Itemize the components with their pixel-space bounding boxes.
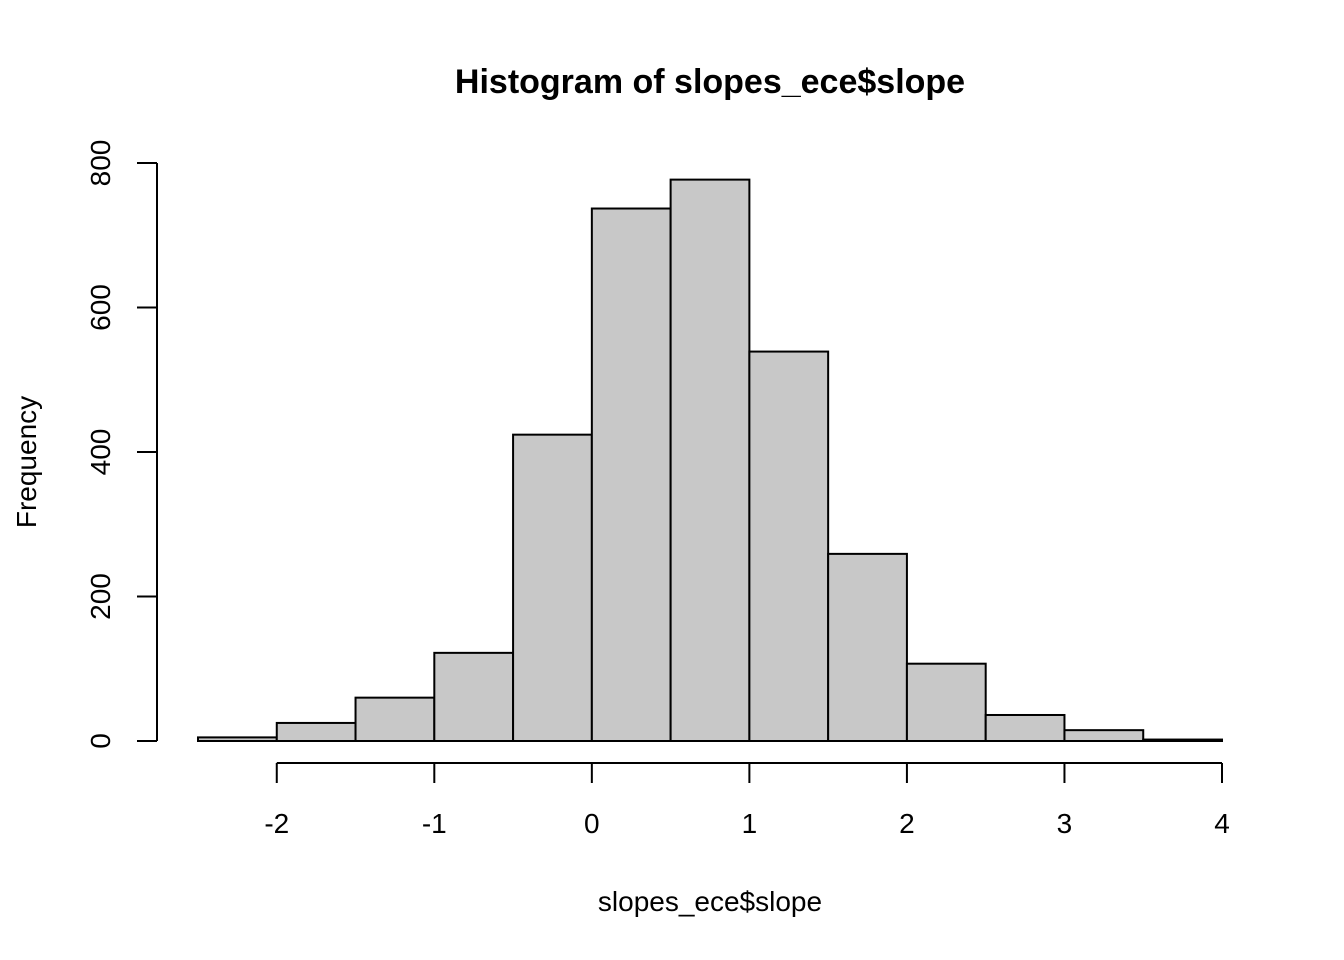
histogram-bar	[905, 662, 987, 743]
histogram-bar	[433, 651, 515, 742]
y-axis: 0 200 400 600 800	[85, 140, 158, 749]
histogram-bar	[512, 433, 593, 742]
histogram-bar	[827, 552, 908, 742]
y-axis-label: Frequency	[11, 396, 42, 528]
histogram-bar	[669, 178, 751, 742]
x-tick-label: 1	[742, 808, 758, 839]
x-tick-label: -2	[264, 808, 289, 839]
histogram-bar	[1142, 738, 1223, 742]
histogram-bar	[748, 350, 830, 742]
x-tick-label: -1	[422, 808, 447, 839]
bars-group	[197, 178, 1223, 743]
histogram-bar	[197, 736, 278, 743]
x-axis: -2 -1 0 1 2 3 4	[264, 762, 1230, 839]
y-tick-label: 200	[85, 573, 116, 620]
x-tick-label: 3	[1057, 808, 1073, 839]
y-tick-label: 400	[85, 429, 116, 476]
y-tick-label: 600	[85, 284, 116, 331]
x-tick-label: 2	[899, 808, 915, 839]
x-axis-label: slopes_ece$slope	[598, 886, 822, 917]
y-tick-label: 0	[85, 733, 116, 749]
x-tick-label: 0	[584, 808, 600, 839]
y-tick-label: 800	[85, 140, 116, 187]
histogram-bar	[1063, 729, 1145, 742]
histogram-bar	[590, 207, 672, 742]
chart-title: Histogram of slopes_ece$slope	[455, 63, 965, 101]
histogram-bar	[984, 713, 1066, 742]
histogram-bar	[275, 721, 357, 742]
x-tick-label: 4	[1214, 808, 1230, 839]
histogram-bar	[354, 696, 436, 743]
